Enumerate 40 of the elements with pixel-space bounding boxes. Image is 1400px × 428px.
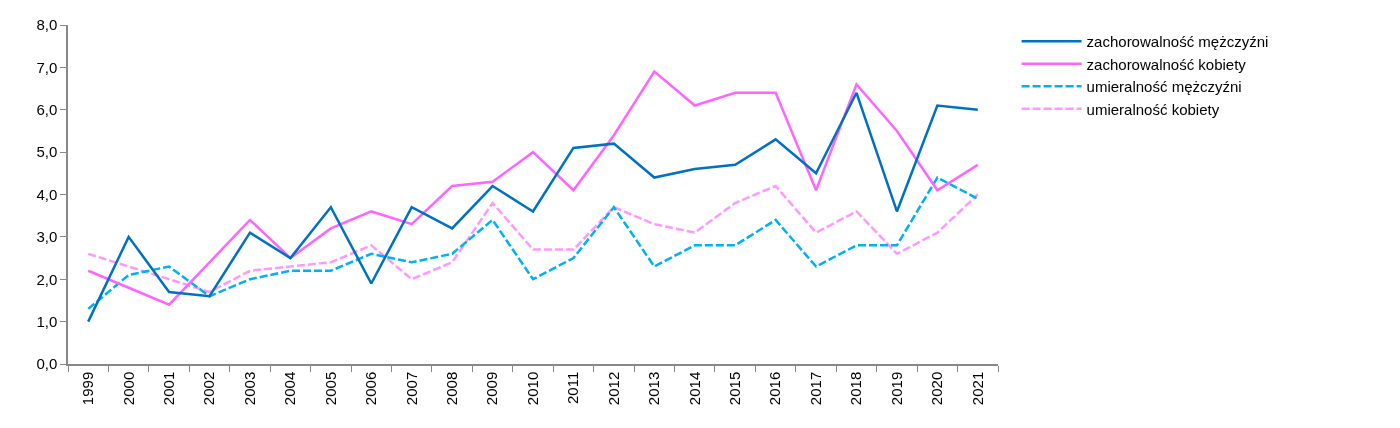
- x-tick-label: 2002: [200, 371, 218, 406]
- x-tick-label: 2000: [119, 371, 137, 406]
- x-tick-label: 2015: [726, 371, 744, 406]
- legend-label: umieralność kobiety: [1086, 100, 1220, 118]
- x-tick-label: 1999: [79, 371, 97, 406]
- x-tick-label: 2017: [806, 371, 824, 406]
- x-tick-label: 2014: [685, 371, 703, 406]
- line-series: [86, 184, 980, 294]
- line-series: [86, 176, 980, 311]
- x-tick-label: 2020: [928, 371, 946, 406]
- x-tick-label: 2005: [321, 371, 339, 406]
- line-series: [86, 70, 980, 306]
- x-tick-label: 2021: [968, 371, 986, 406]
- x-tick-label: 2001: [159, 371, 177, 406]
- x-tick-label: 2011: [564, 371, 582, 405]
- legend-label: zachorowalność mężczyźni: [1086, 33, 1269, 51]
- y-tick-label: 8,0: [36, 16, 58, 34]
- x-tick-label: 2016: [766, 371, 784, 406]
- x-tick-label: 2004: [281, 371, 299, 406]
- x-tick-label: 2010: [523, 371, 541, 406]
- legend-label: umieralność mężczyźni: [1086, 78, 1242, 96]
- y-tick-label: 1,0: [36, 312, 58, 330]
- x-tick-label: 2018: [847, 371, 865, 406]
- legend-label: zachorowalność kobiety: [1086, 55, 1247, 73]
- x-tick-label: 2012: [604, 371, 622, 406]
- x-tick-label: 2008: [443, 371, 461, 406]
- x-tick-label: 2007: [402, 371, 420, 406]
- x-tick-label: 2006: [362, 371, 380, 406]
- y-tick-label: 7,0: [36, 58, 58, 76]
- y-tick-label: 5,0: [36, 143, 58, 161]
- y-tick-label: 6,0: [36, 101, 58, 118]
- x-tick-label: 2003: [240, 371, 258, 406]
- y-tick-label: 4,0: [36, 185, 58, 203]
- line-series: [86, 91, 980, 323]
- y-tick-label: 0,0: [36, 355, 58, 373]
- y-tick-label: 2,0: [36, 270, 58, 288]
- y-tick-label: 3,0: [36, 228, 58, 246]
- x-tick-label: 2013: [645, 371, 663, 406]
- x-tick-label: 2019: [887, 371, 905, 406]
- x-tick-label: 2009: [483, 371, 501, 406]
